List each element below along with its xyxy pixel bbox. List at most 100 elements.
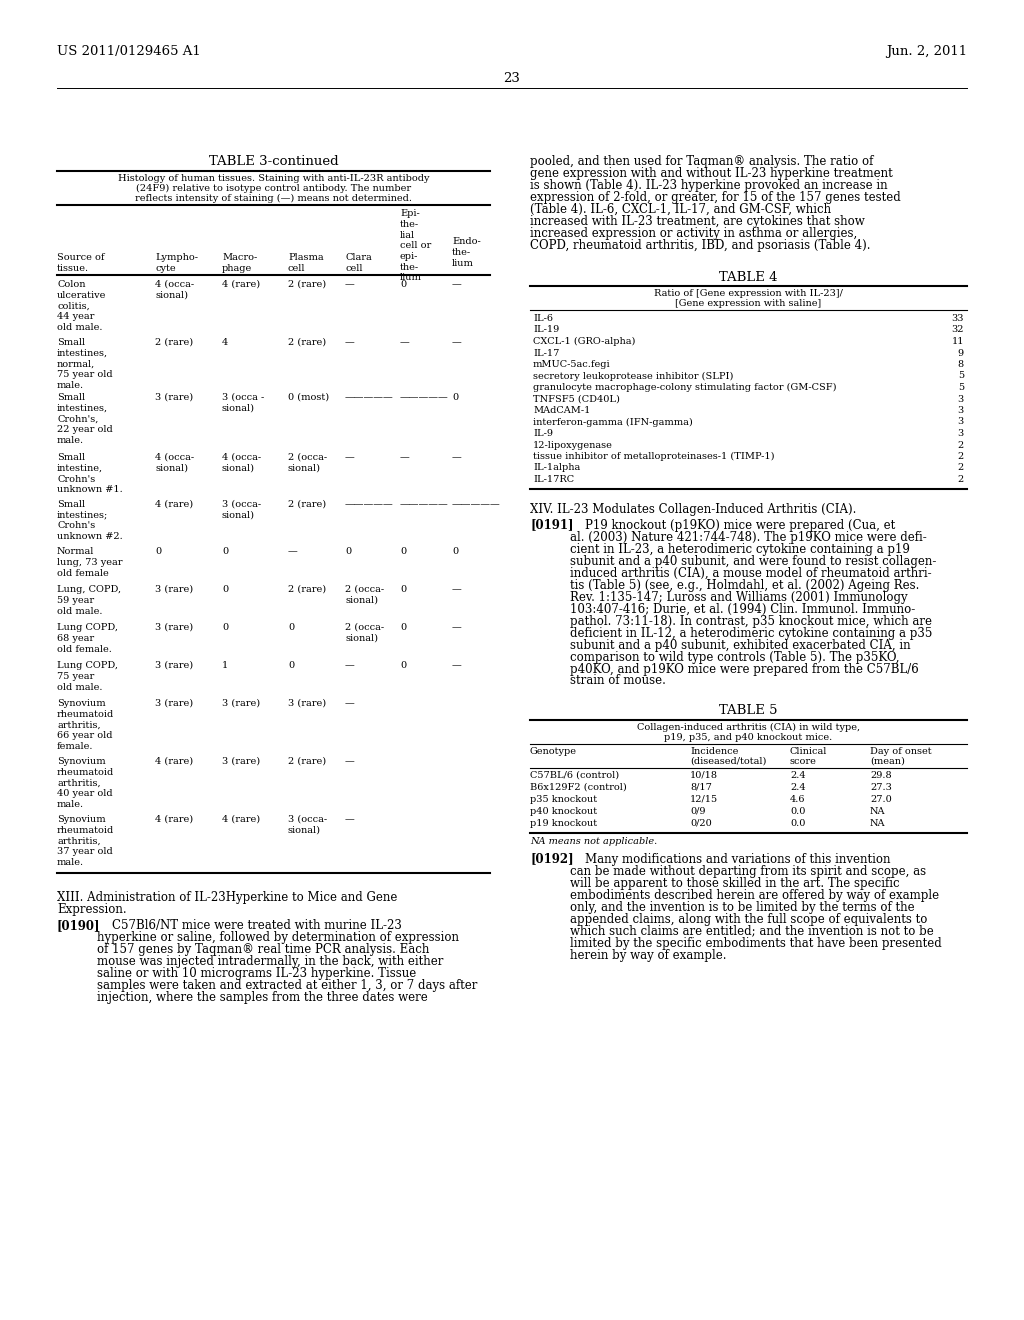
Text: 0: 0: [222, 585, 228, 594]
Text: IL-19: IL-19: [534, 326, 559, 334]
Text: —: —: [452, 338, 462, 347]
Text: 3 (rare): 3 (rare): [155, 393, 194, 403]
Text: Synovium
rheumatoid
arthritis,
37 year old
male.: Synovium rheumatoid arthritis, 37 year o…: [57, 814, 115, 867]
Text: which such claims are entitled; and the invention is not to be: which such claims are entitled; and the …: [570, 924, 934, 937]
Text: 3: 3: [957, 407, 964, 414]
Text: 4: 4: [222, 338, 228, 347]
Text: of 157 genes by Taqman® real time PCR analysis. Each: of 157 genes by Taqman® real time PCR an…: [97, 942, 429, 956]
Text: 3 (rare): 3 (rare): [222, 700, 260, 708]
Text: Source of
tissue.: Source of tissue.: [57, 253, 104, 273]
Text: Jun. 2, 2011: Jun. 2, 2011: [886, 45, 967, 58]
Text: 2 (occa-
sional): 2 (occa- sional): [288, 453, 327, 473]
Text: 4 (rare): 4 (rare): [222, 814, 260, 824]
Text: hyperkine or saline, followed by determination of expression: hyperkine or saline, followed by determi…: [97, 931, 459, 944]
Text: —: —: [452, 453, 462, 462]
Text: 3 (rare): 3 (rare): [155, 700, 194, 708]
Text: saline or with 10 micrograms IL-23 hyperkine. Tissue: saline or with 10 micrograms IL-23 hyper…: [97, 968, 416, 979]
Text: 4 (rare): 4 (rare): [222, 280, 260, 289]
Text: Synovium
rheumatoid
arthritis,
66 year old
female.: Synovium rheumatoid arthritis, 66 year o…: [57, 700, 115, 751]
Text: [0191]: [0191]: [530, 519, 573, 532]
Text: deficient in IL-12, a heterodimeric cytokine containing a p35: deficient in IL-12, a heterodimeric cyto…: [570, 627, 933, 639]
Text: reflects intensity of staining (—) means not determined.: reflects intensity of staining (—) means…: [135, 194, 412, 203]
Text: 0 (most): 0 (most): [288, 393, 329, 403]
Text: 2 (rare): 2 (rare): [288, 280, 326, 289]
Text: 4 (rare): 4 (rare): [155, 814, 194, 824]
Text: secretory leukoprotease inhibitor (SLPI): secretory leukoprotease inhibitor (SLPI): [534, 371, 733, 380]
Text: pathol. 73:11-18). In contrast, p35 knockout mice, which are: pathol. 73:11-18). In contrast, p35 knoc…: [570, 615, 932, 627]
Text: TABLE 4: TABLE 4: [719, 271, 778, 284]
Text: 10/18: 10/18: [690, 771, 718, 780]
Text: expression of 2-fold, or greater, for 15 of the 157 genes tested: expression of 2-fold, or greater, for 15…: [530, 191, 901, 205]
Text: 33: 33: [951, 314, 964, 323]
Text: —: —: [400, 338, 410, 347]
Text: (24F9) relative to isotype control antibody. The number: (24F9) relative to isotype control antib…: [136, 183, 411, 193]
Text: 9: 9: [957, 348, 964, 358]
Text: 4 (rare): 4 (rare): [155, 756, 194, 766]
Text: 4 (rare): 4 (rare): [155, 500, 194, 510]
Text: NA: NA: [870, 807, 886, 816]
Text: Lung, COPD,
59 year
old male.: Lung, COPD, 59 year old male.: [57, 585, 121, 615]
Text: 4 (occa-
sional): 4 (occa- sional): [222, 453, 261, 473]
Text: Colon
ulcerative
colitis,
44 year
old male.: Colon ulcerative colitis, 44 year old ma…: [57, 280, 106, 333]
Text: 0: 0: [155, 546, 161, 556]
Text: 0/20: 0/20: [690, 818, 712, 828]
Text: 0: 0: [452, 393, 458, 403]
Text: —: —: [345, 280, 354, 289]
Text: comparison to wild type controls (Table 5). The p35KO,: comparison to wild type controls (Table …: [570, 651, 899, 664]
Text: 0: 0: [288, 623, 294, 632]
Text: granulocyte macrophage-colony stimulating factor (GM-CSF): granulocyte macrophage-colony stimulatin…: [534, 383, 837, 392]
Text: IL-17RC: IL-17RC: [534, 475, 574, 484]
Text: Synovium
rheumatoid
arthritis,
40 year old
male.: Synovium rheumatoid arthritis, 40 year o…: [57, 756, 115, 809]
Text: Lympho-
cyte: Lympho- cyte: [155, 253, 198, 273]
Text: —: —: [452, 585, 462, 594]
Text: induced arthritis (CIA), a mouse model of rheumatoid arthri-: induced arthritis (CIA), a mouse model o…: [570, 566, 932, 579]
Text: Epi-
the-
lial
cell or
epi-
the-
lium: Epi- the- lial cell or epi- the- lium: [400, 209, 431, 282]
Text: 11: 11: [951, 337, 964, 346]
Text: Histology of human tissues. Staining with anti-IL-23R antibody: Histology of human tissues. Staining wit…: [118, 174, 429, 183]
Text: [0192]: [0192]: [530, 853, 573, 866]
Text: 4 (occa-
sional): 4 (occa- sional): [155, 280, 195, 300]
Text: 4 (occa-
sional): 4 (occa- sional): [155, 453, 195, 473]
Text: 3 (rare): 3 (rare): [155, 585, 194, 594]
Text: Endo-
the-
lium: Endo- the- lium: [452, 238, 480, 268]
Text: 3 (rare): 3 (rare): [288, 700, 326, 708]
Text: Clara
cell: Clara cell: [345, 253, 372, 273]
Text: 0: 0: [222, 546, 228, 556]
Text: tis (Table 5) (see, e.g., Holmdahl, et al. (2002) Ageing Res.: tis (Table 5) (see, e.g., Holmdahl, et a…: [570, 578, 920, 591]
Text: 0: 0: [288, 661, 294, 671]
Text: 0: 0: [400, 585, 407, 594]
Text: IL-1alpha: IL-1alpha: [534, 463, 581, 473]
Text: al. (2003) Nature 421:744-748). The p19KO mice were defi-: al. (2003) Nature 421:744-748). The p19K…: [570, 531, 927, 544]
Text: 0.0: 0.0: [790, 807, 805, 816]
Text: 2 (rare): 2 (rare): [155, 338, 194, 347]
Text: —: —: [345, 756, 354, 766]
Text: —: —: [345, 700, 354, 708]
Text: IL-17: IL-17: [534, 348, 559, 358]
Text: TABLE 3-continued: TABLE 3-continued: [209, 154, 338, 168]
Text: Ratio of [Gene expression with IL-23]/: Ratio of [Gene expression with IL-23]/: [654, 289, 843, 298]
Text: increased expression or activity in asthma or allergies,: increased expression or activity in asth…: [530, 227, 857, 240]
Text: 5: 5: [957, 383, 964, 392]
Text: 3 (occa-
sional): 3 (occa- sional): [222, 500, 261, 520]
Text: (Table 4). IL-6, CXCL-1, IL-17, and GM-CSF, which: (Table 4). IL-6, CXCL-1, IL-17, and GM-C…: [530, 203, 831, 216]
Text: NA: NA: [870, 818, 886, 828]
Text: 2: 2: [957, 463, 964, 473]
Text: 2 (rare): 2 (rare): [288, 585, 326, 594]
Text: will be apparent to those skilled in the art. The specific: will be apparent to those skilled in the…: [570, 876, 900, 890]
Text: 2: 2: [957, 441, 964, 450]
Text: 2: 2: [957, 475, 964, 484]
Text: 0: 0: [345, 546, 351, 556]
Text: Collagen-induced arthritis (CIA) in wild type,: Collagen-induced arthritis (CIA) in wild…: [637, 722, 860, 731]
Text: p19, p35, and p40 knockout mice.: p19, p35, and p40 knockout mice.: [665, 733, 833, 742]
Text: —————: —————: [345, 500, 394, 510]
Text: can be made without departing from its spirit and scope, as: can be made without departing from its s…: [570, 865, 926, 878]
Text: 32: 32: [951, 326, 964, 334]
Text: limited by the specific embodiments that have been presented: limited by the specific embodiments that…: [570, 936, 942, 949]
Text: Small
intestines,
normal,
75 year old
male.: Small intestines, normal, 75 year old ma…: [57, 338, 113, 389]
Text: increased with IL-23 treatment, are cytokines that show: increased with IL-23 treatment, are cyto…: [530, 215, 864, 228]
Text: 0: 0: [222, 623, 228, 632]
Text: p40 knockout: p40 knockout: [530, 807, 597, 816]
Text: NA means not applicable.: NA means not applicable.: [530, 837, 657, 846]
Text: Day of onset
(mean): Day of onset (mean): [870, 747, 932, 766]
Text: embodiments described herein are offered by way of example: embodiments described herein are offered…: [570, 888, 939, 902]
